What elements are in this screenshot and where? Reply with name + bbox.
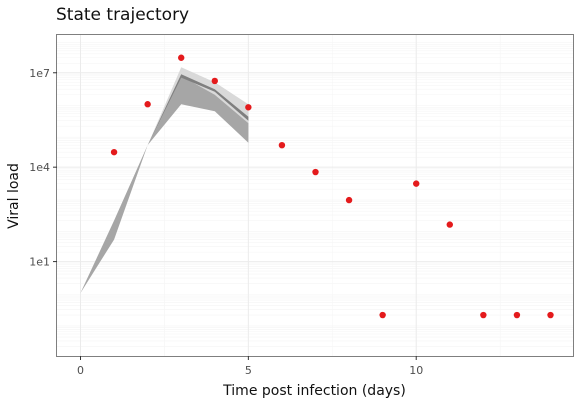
data-point (480, 312, 486, 318)
chart-title: State trajectory (56, 5, 189, 25)
panel-border (57, 35, 574, 357)
data-point (346, 197, 352, 203)
data-point (212, 78, 218, 84)
data-point (312, 169, 318, 175)
x-tick-label: 0 (77, 364, 84, 377)
data-point (413, 180, 419, 186)
y-tick-label: 1e4 (29, 161, 50, 174)
data-point (379, 312, 385, 318)
data-point (514, 312, 520, 318)
data-point (547, 312, 553, 318)
grid (57, 35, 574, 356)
y-axis-title: Viral load (6, 163, 22, 229)
data-point (447, 221, 453, 227)
data-point (245, 104, 251, 110)
data-point (144, 101, 150, 107)
y-tick-label: 1e1 (29, 256, 50, 269)
x-tick-label: 5 (245, 364, 252, 377)
y-tick-label: 1e7 (29, 67, 50, 80)
data-point (111, 149, 117, 155)
x-tick-label: 10 (409, 364, 423, 377)
data-point (279, 142, 285, 148)
x-axis-title: Time post infection (days) (222, 383, 406, 399)
data-point (178, 55, 184, 61)
